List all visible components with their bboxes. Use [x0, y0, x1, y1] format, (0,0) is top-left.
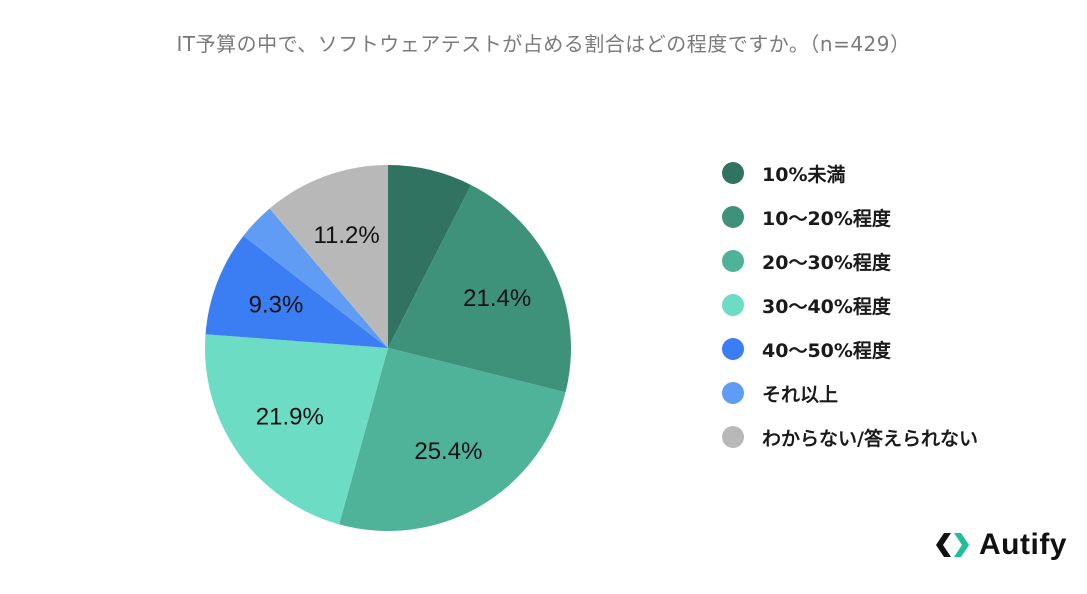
legend-swatch-above [722, 382, 744, 404]
legend-label-40-50: 40〜50%程度 [762, 339, 891, 362]
legend-swatch-20-30 [722, 250, 744, 272]
legend-label-20-30: 20〜30%程度 [762, 251, 891, 274]
pie-slice-under-10 [388, 165, 472, 348]
legend-item-above: それ以上 [722, 371, 978, 415]
autify-logo-icon [936, 533, 969, 557]
legend-swatch-unknown [722, 426, 744, 448]
legend-swatch-30-40 [722, 294, 744, 316]
pie-label-20-30: 25.4% [414, 438, 482, 465]
pie-slice-40-50 [205, 235, 388, 348]
legend-item-30-40: 30〜40%程度 [722, 283, 978, 327]
legend-item-40-50: 40〜50%程度 [722, 327, 978, 371]
pie-label-10-20: 21.4% [463, 285, 531, 312]
legend-item-unknown: わからない/答えられない [722, 415, 978, 459]
pie-slice-30-40 [205, 334, 388, 525]
chart-title: IT予算の中で、ソフトウェアテストが占める割合はどの程度ですか。（n=429） [176, 32, 911, 56]
pie-slice-above [243, 208, 388, 348]
chart-legend: 10%未満 10〜20%程度 20〜30%程度 30〜40%程度 40〜50%程… [722, 151, 978, 459]
pie-label-40-50: 9.3% [249, 291, 304, 318]
legend-label-above: それ以上 [762, 383, 839, 406]
legend-label-10-20: 10〜20%程度 [762, 207, 891, 230]
legend-swatch-40-50 [722, 338, 744, 360]
legend-swatch-under-10 [722, 162, 744, 184]
pie-slice-10-20 [388, 184, 571, 393]
pie-slice-unknown [269, 165, 388, 348]
autify-logo-text: Autify [979, 528, 1067, 561]
pie-label-unknown: 11.2% [313, 222, 379, 249]
legend-label-under-10: 10%未満 [762, 163, 846, 186]
legend-label-30-40: 30〜40%程度 [762, 295, 891, 318]
legend-swatch-10-20 [722, 206, 744, 228]
pie-slice-20-30 [339, 348, 566, 531]
legend-label-unknown: わからない/答えられない [762, 427, 978, 450]
legend-item-20-30: 20〜30%程度 [722, 239, 978, 283]
legend-item-under-10: 10%未満 [722, 151, 978, 195]
pie-label-30-40: 21.9% [256, 404, 324, 431]
legend-item-10-20: 10〜20%程度 [722, 195, 978, 239]
autify-logo: Autify [933, 528, 1067, 562]
